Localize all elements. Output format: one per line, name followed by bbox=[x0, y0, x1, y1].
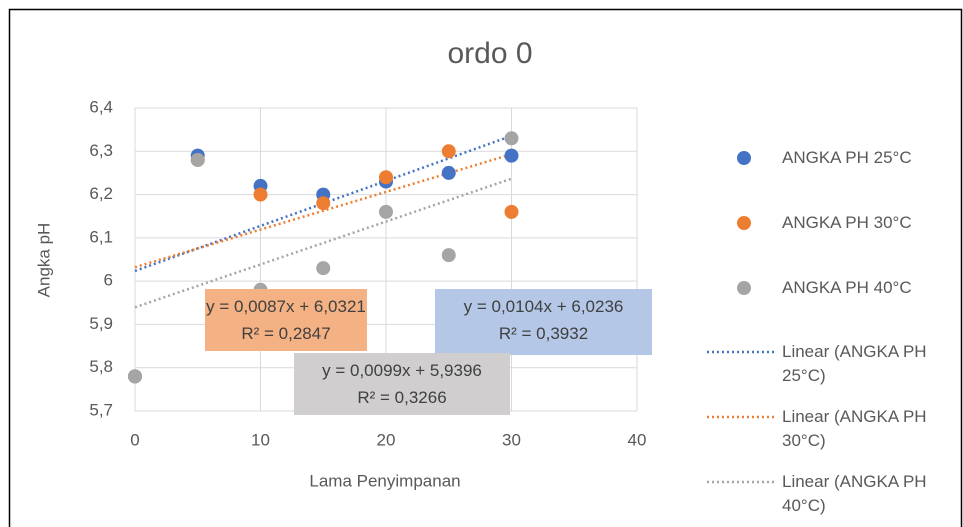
chart-title: ordo 0 bbox=[447, 37, 532, 70]
point bbox=[441, 144, 456, 159]
x-tick-label: 40 bbox=[628, 430, 647, 449]
x-tick-label: 20 bbox=[377, 430, 396, 449]
label-line: R² = 0,2847 bbox=[241, 324, 331, 343]
point bbox=[190, 152, 205, 167]
legend-entry: Linear (ANGKA PH 30°C) bbox=[782, 407, 927, 450]
y-tick-label: 5,9 bbox=[89, 314, 113, 333]
y-tick-label: 5,8 bbox=[89, 357, 113, 376]
point bbox=[316, 196, 331, 211]
y-tick-label: 6 bbox=[104, 271, 113, 290]
y-tick-label: 5,7 bbox=[89, 400, 113, 419]
legend-entry: Linear (ANGKA PH 40°C) bbox=[782, 472, 927, 515]
point bbox=[504, 204, 519, 219]
legend-marker bbox=[737, 216, 751, 230]
label-line: y = 0,0087x + 6,0321 bbox=[206, 297, 366, 316]
y-tick-label: 6,2 bbox=[89, 184, 113, 203]
trendline bbox=[134, 153, 512, 269]
legend-entry: Linear (ANGKA PH 25°C) bbox=[782, 342, 927, 385]
x-tick-label: 30 bbox=[502, 430, 521, 449]
chart-border bbox=[8, 8, 963, 527]
point bbox=[128, 369, 142, 384]
trendline-label: y = 0,0104x + 6,0236 R² = 0,3932 bbox=[435, 289, 652, 355]
point bbox=[253, 187, 268, 202]
point bbox=[504, 148, 519, 163]
y-tick-label: 6,1 bbox=[89, 227, 113, 246]
label-line: R² = 0,3266 bbox=[357, 388, 447, 407]
trendline-label: y = 0,0099x + 5,9396 R² = 0,3266 bbox=[294, 353, 510, 415]
point bbox=[441, 165, 456, 180]
y-tick-label: 6,4 bbox=[89, 97, 113, 116]
label-line: R² = 0,3932 bbox=[498, 324, 589, 343]
trendline-label: y = 0,0087x + 6,0321 R² = 0,2847 bbox=[205, 289, 367, 351]
x-axis-label: Lama Penyimpanan bbox=[309, 471, 460, 490]
legend-entry: ANGKA PH 25°C bbox=[782, 148, 912, 167]
point bbox=[441, 248, 456, 263]
legend-entry: ANGKA PH 30°C bbox=[782, 213, 912, 232]
y-tick-label: 6,3 bbox=[89, 141, 113, 160]
legend-entry: ANGKA PH 40°C bbox=[782, 278, 912, 297]
point bbox=[504, 131, 519, 146]
x-tick-label: 0 bbox=[130, 430, 139, 449]
trendline bbox=[134, 177, 512, 309]
x-tick-label: 10 bbox=[251, 430, 270, 449]
label-line: y = 0,0104x + 6,0236 bbox=[463, 297, 624, 316]
point bbox=[379, 204, 393, 219]
legend-marker bbox=[737, 281, 751, 295]
legend-marker bbox=[737, 151, 751, 165]
label-line: y = 0,0099x + 5,9396 bbox=[322, 361, 482, 380]
y-axis-label: Angka pH bbox=[34, 223, 53, 298]
point bbox=[316, 261, 331, 276]
point bbox=[379, 170, 393, 185]
